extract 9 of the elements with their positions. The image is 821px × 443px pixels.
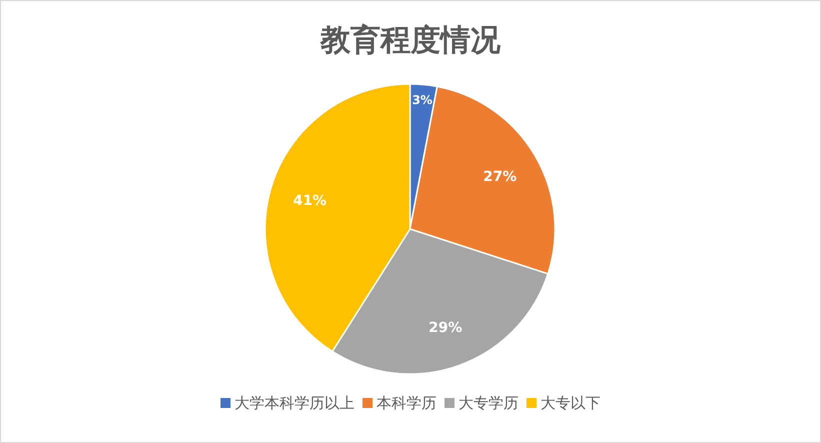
chart-title: 教育程度情况 (320, 23, 502, 58)
legend-label: 本科学历 (376, 394, 436, 412)
legend-label: 大专以下 (540, 394, 600, 412)
legend-label: 大专学历 (458, 394, 518, 412)
data-label: 3% (412, 93, 432, 108)
data-label: 41% (292, 192, 327, 209)
data-label: 27% (483, 168, 517, 185)
data-label: 29% (428, 320, 462, 336)
legend-label: 大学本科学历以上 (234, 394, 354, 412)
